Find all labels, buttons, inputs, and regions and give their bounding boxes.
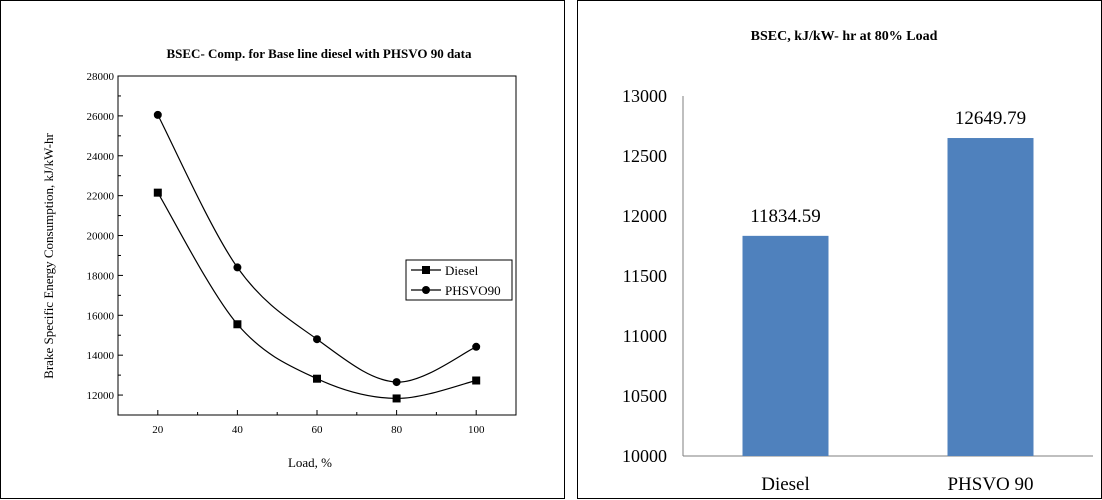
series-group (153, 110, 481, 403)
y-tick-label: 24000 (87, 151, 115, 163)
chart-title: BSEC- Comp. for Base line diesel with PH… (166, 46, 472, 61)
category-label-phsvo-90: PHSVO 90 (947, 474, 1033, 495)
y-tick-label: 11000 (623, 326, 667, 346)
y-tick-label: 11500 (623, 266, 667, 286)
point-phsvo90 (392, 378, 401, 387)
series-line-phsvo90 (157, 114, 477, 383)
y-tick-label: 14000 (87, 350, 115, 362)
bar-diesel (742, 235, 829, 456)
point-diesel (313, 374, 321, 383)
axes (117, 75, 517, 416)
y-tick-label: 22000 (87, 191, 115, 203)
point-diesel (472, 376, 481, 385)
point-phsvo90 (153, 110, 162, 119)
y-tick-label: 26000 (87, 111, 115, 123)
series-line-diesel (157, 192, 477, 400)
legend-marker-diesel (422, 266, 430, 274)
bars-group: 11834.59 Diesel 12649.79 PHSVO 90 (742, 108, 1034, 495)
legend-label-phsvo90: PHSVO90 (445, 283, 501, 298)
point-diesel (233, 320, 242, 329)
chart-title: BSEC, kJ/kW- hr at 80% Load (751, 29, 938, 44)
y-tick-label: 16000 (87, 310, 115, 322)
point-diesel (392, 394, 401, 403)
y-tick-label: 10000 (622, 446, 667, 466)
legend-label-diesel: Diesel (445, 263, 479, 278)
x-tick-label: 20 (152, 424, 164, 436)
data-label-phsvo-90: 12649.79 (955, 108, 1026, 129)
x-tick-label: 60 (312, 424, 324, 436)
x-ticks: 20 40 60 80 100 (117, 410, 517, 436)
legend: Diesel PHSVO90 (405, 259, 513, 301)
data-label-diesel: 11834.59 (750, 206, 821, 227)
x-tick-label: 40 (232, 424, 244, 436)
x-axis-label: Load, % (288, 455, 332, 470)
y-tick-label: 28000 (87, 71, 115, 83)
point-phsvo90 (313, 335, 321, 344)
y-tick-label: 10500 (622, 386, 667, 406)
x-tick-label: 80 (391, 424, 403, 436)
y-tick-label: 12000 (622, 206, 667, 226)
legend-marker-phsvo90 (422, 286, 430, 294)
bar-phsvo-90 (947, 138, 1034, 456)
line-chart: BSEC- Comp. for Base line diesel with PH… (41, 46, 517, 470)
y-tick-label: 12500 (622, 146, 667, 166)
y-tick-label: 13000 (622, 86, 667, 106)
plot-frame (117, 75, 517, 416)
point-diesel (153, 188, 162, 197)
y-tick-label: 20000 (87, 231, 115, 243)
y-axis-label: Brake Specific Energy Consumption, kJ/kW… (41, 133, 56, 379)
y-ticks: 12000 14000 16000 18000 20000 22000 24000 26000… (87, 71, 123, 416)
x-tick-label: 100 (468, 424, 485, 436)
y-ticks: 10000 10500 11000 11500 12000 12500 13000 (622, 86, 667, 466)
bar-chart: BSEC, kJ/kW- hr at 80% Load 10000 10500 11… (622, 29, 1093, 495)
y-tick-label: 12000 (87, 390, 115, 402)
y-tick-label: 18000 (87, 270, 115, 282)
point-phsvo90 (233, 263, 242, 272)
point-phsvo90 (472, 342, 481, 351)
line-chart-panel: BSEC- Comp. for Base line diesel with PH… (0, 0, 565, 499)
category-label-diesel: Diesel (761, 474, 810, 495)
bar-chart-panel: BSEC, kJ/kW- hr at 80% Load 10000 10500 11… (577, 0, 1102, 499)
